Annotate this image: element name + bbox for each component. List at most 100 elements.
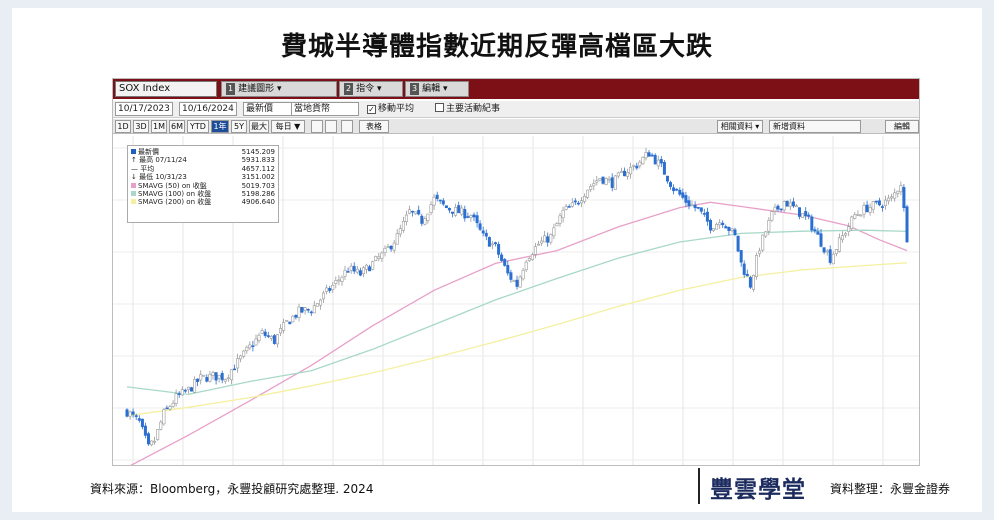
legend-value: 5019.703 — [241, 181, 275, 190]
edit-menu[interactable]: 3 編輯 ▾ — [405, 81, 469, 97]
candle-body — [672, 187, 676, 192]
candle-body — [533, 246, 537, 255]
candle-body — [288, 321, 292, 325]
command-bar: SOX Index 1 建議圖形 ▾ 2 指令 ▾ 3 編輯 ▾ — [113, 79, 919, 99]
candle-body — [629, 166, 633, 175]
candle-body — [429, 204, 433, 213]
moving-average-toggle[interactable]: ✓ 移動平均 — [367, 102, 414, 116]
candle-body — [598, 178, 602, 181]
candle-body — [365, 264, 369, 270]
candle-body — [899, 185, 903, 193]
menu-number: 3 — [410, 83, 420, 95]
candle-body — [816, 231, 820, 235]
candle-body — [466, 216, 470, 218]
chart-tool-icon[interactable] — [311, 120, 323, 133]
table-button[interactable]: 表格 — [359, 120, 389, 133]
candle-body — [272, 335, 276, 344]
period-button-1m[interactable]: 1M — [151, 120, 167, 133]
related-data-menu[interactable]: 相關資料 ▾ — [717, 120, 763, 133]
add-data-field[interactable]: 新增資料 — [769, 120, 861, 133]
candle-body — [303, 307, 307, 311]
candle-body — [819, 233, 823, 247]
candle-body — [447, 208, 451, 211]
start-date-field[interactable]: 10/17/2023 — [115, 102, 173, 116]
legend-marker: — — [131, 164, 138, 173]
frequency-select[interactable]: 每日 ▼ — [271, 120, 305, 133]
candle-body — [724, 226, 728, 229]
period-button-1d[interactable]: 1D — [115, 120, 131, 133]
period-button-5y[interactable]: 5Y — [231, 120, 247, 133]
candle-body — [380, 252, 384, 259]
edit-button[interactable]: 編輯 — [885, 120, 919, 133]
candle-body — [693, 204, 697, 209]
candle-body — [635, 165, 639, 169]
candle-body — [748, 277, 752, 288]
candle-body — [616, 172, 620, 177]
candle-body — [601, 176, 605, 184]
end-date-field[interactable]: 10/16/2024 — [179, 102, 237, 116]
candle-body — [521, 270, 525, 280]
candle-body — [527, 258, 531, 261]
candle-body — [389, 245, 393, 250]
candle-body — [374, 256, 378, 262]
candle-body — [767, 220, 771, 232]
candle-body — [371, 261, 375, 270]
period-button-max[interactable]: 最大 — [249, 120, 269, 133]
candle-body — [583, 195, 587, 202]
moving-average-label: 移動平均 — [378, 104, 415, 114]
candle-body — [632, 165, 636, 167]
candle-body — [727, 227, 731, 232]
suggested-charts-menu[interactable]: 1 建議圖形 ▾ — [221, 81, 337, 97]
currency-select[interactable]: 當地貨幣 — [291, 102, 359, 116]
candle-body — [377, 256, 381, 259]
candle-body — [715, 224, 719, 230]
candle-body — [251, 345, 255, 347]
period-button-ytd[interactable]: YTD — [187, 120, 209, 133]
period-button-1y[interactable]: 1年 — [211, 120, 229, 133]
candle-body — [153, 440, 157, 443]
candle-body — [355, 268, 359, 273]
bloomberg-terminal-window: SOX Index 1 建議圖形 ▾ 2 指令 ▾ 3 編輯 ▾ 10/17/2023… — [112, 78, 920, 466]
actions-menu[interactable]: 2 指令 ▾ — [339, 81, 403, 97]
candle-body — [340, 276, 344, 282]
candle-body — [761, 234, 765, 251]
period-button-6m[interactable]: 6M — [169, 120, 185, 133]
candle-body — [276, 334, 280, 345]
moving-average-line — [126, 262, 908, 417]
candle-body — [199, 374, 203, 381]
chart-tool-icon[interactable] — [341, 120, 353, 133]
candle-body — [214, 372, 218, 381]
candle-body — [788, 202, 792, 207]
candle-body — [684, 195, 688, 203]
candle-body — [905, 206, 909, 243]
candle-body — [831, 253, 835, 265]
events-label: 主要活動紀事 — [446, 104, 501, 114]
candle-body — [730, 228, 734, 231]
candle-body — [438, 199, 442, 202]
ticker-input[interactable]: SOX Index — [115, 81, 217, 97]
candle-body — [782, 201, 786, 211]
candle-body — [435, 194, 439, 199]
candle-body — [883, 199, 887, 206]
candle-body — [770, 211, 774, 221]
candle-body — [524, 261, 528, 271]
candle-body — [226, 377, 230, 380]
period-button-3d[interactable]: 3D — [133, 120, 149, 133]
legend-swatch — [131, 149, 136, 154]
events-toggle[interactable]: 主要活動紀事 — [435, 102, 500, 116]
candle-body — [708, 220, 712, 231]
candle-body — [862, 205, 866, 215]
candle-body — [426, 213, 430, 221]
menu-number: 2 — [344, 83, 354, 95]
candle-body — [266, 335, 270, 337]
candle-body — [530, 254, 534, 260]
candle-body — [662, 161, 666, 175]
checkbox-icon — [435, 103, 444, 112]
candle-body — [893, 192, 897, 199]
chart-tool-icon[interactable] — [325, 120, 337, 133]
legend-value: 4906.640 — [241, 198, 275, 207]
candle-body — [887, 197, 891, 202]
candle-body — [659, 159, 663, 164]
candle-body — [779, 208, 783, 211]
candle-body — [337, 279, 341, 282]
